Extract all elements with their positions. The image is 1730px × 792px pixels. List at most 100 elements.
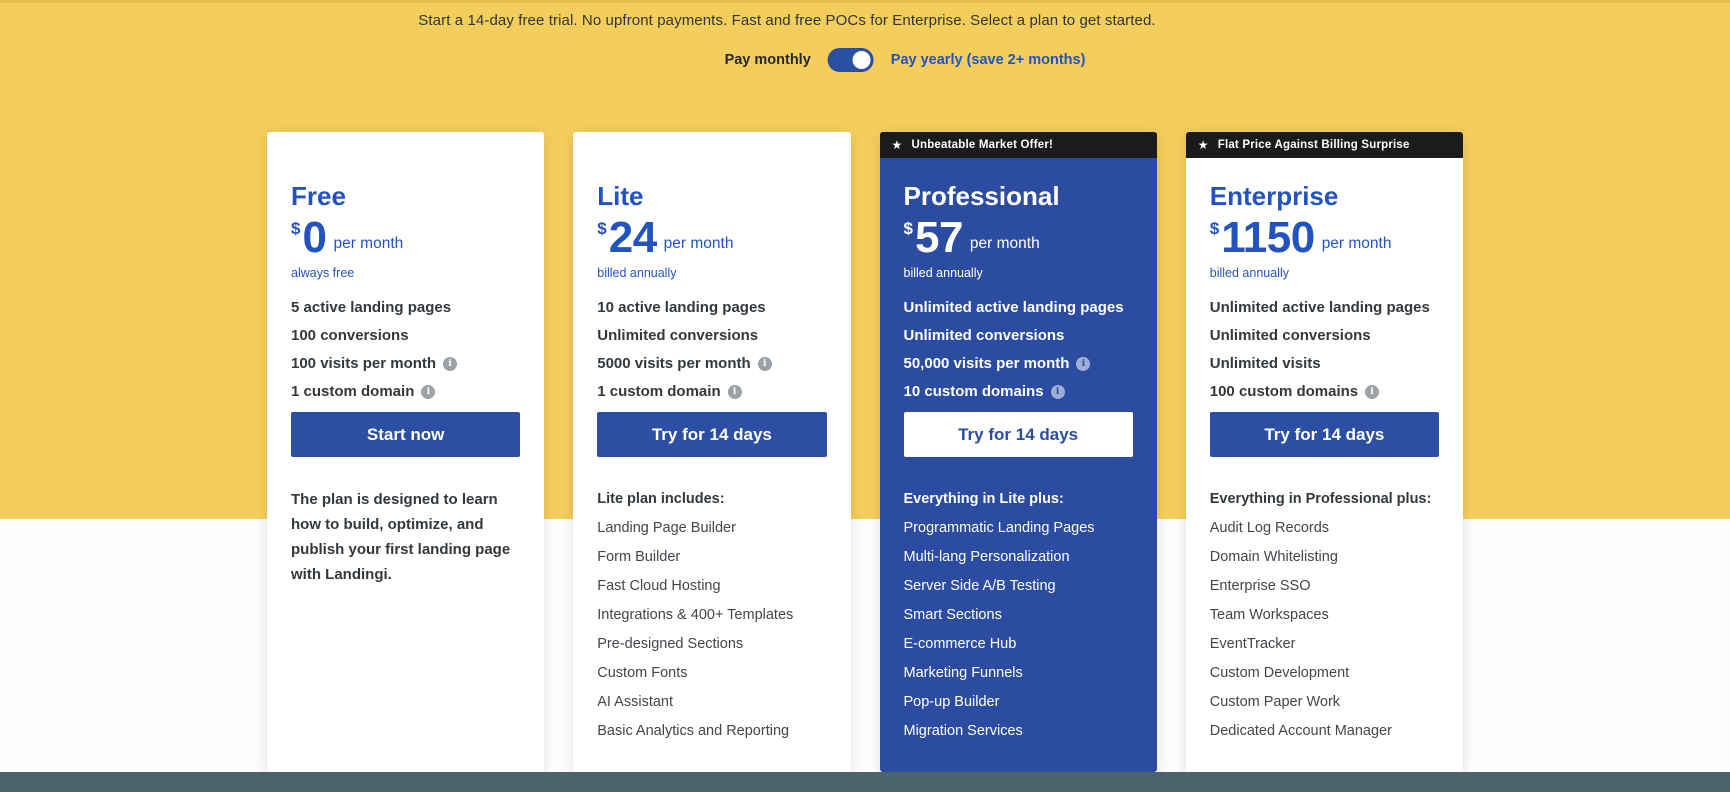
billing-note: always free [291, 266, 355, 280]
feature-item: Unlimited visits [1209, 355, 1321, 372]
billing-period-toggle-row: Pay monthly Pay yearly (save 2+ months) [724, 48, 1086, 72]
info-icon[interactable]: i [727, 385, 742, 399]
includes-item: Enterprise SSO [1209, 578, 1311, 594]
includes-heading: Lite plan includes: [597, 491, 725, 507]
plan-title: Free [291, 181, 346, 211]
feature-item: Unlimited conversions [1209, 327, 1371, 344]
feature-list: 5 active landing pages 100 conversions 1… [291, 294, 520, 406]
feature-list: Unlimited active landing pages Unlimited… [1210, 294, 1439, 406]
feature-item: Unlimited conversions [903, 327, 1065, 344]
currency-symbol: $ [1209, 219, 1220, 238]
plan-card-enterprise: ★ Flat Price Against Billing Surprise En… [1185, 132, 1463, 772]
try-14-days-button-enterprise[interactable]: Try for 14 days [1209, 412, 1439, 457]
includes-item: Marketing Funnels [903, 665, 1023, 681]
includes-heading: Everything in Professional plus: [1209, 491, 1432, 507]
includes-item: E-commerce Hub [903, 636, 1017, 652]
includes-item: Landing Page Builder [597, 520, 736, 536]
price: $ 57 per month [904, 216, 1133, 260]
badge-label: Unbeatable Market Offer! [911, 139, 1054, 151]
feature-item: 5 active landing pages [291, 299, 452, 316]
price: $ 1150 per month [1210, 216, 1439, 260]
includes-section: Lite plan includes: Landing Page Builder… [597, 485, 826, 746]
price-amount: 0 [302, 213, 327, 262]
trial-banner-text: Start a 14-day free trial. No upfront pa… [418, 12, 1156, 29]
price: $ 24 per month [597, 216, 826, 260]
price-amount: 24 [608, 213, 657, 262]
includes-item: Integrations & 400+ Templates [597, 607, 794, 623]
price-period: per month [663, 235, 734, 252]
includes-item: Smart Sections [903, 607, 1002, 623]
try-14-days-button-professional[interactable]: Try for 14 days [903, 412, 1133, 457]
includes-list: Audit Log Records Domain Whitelisting En… [1210, 514, 1439, 746]
feature-item: Unlimited active landing pages [903, 299, 1124, 316]
feature-item: 10 custom domains i [904, 378, 1133, 406]
includes-item: Fast Cloud Hosting [597, 578, 721, 594]
billing-note: billed annually [903, 266, 983, 280]
includes-item: Migration Services [903, 723, 1023, 739]
info-icon[interactable]: i [757, 357, 772, 371]
price: $ 0 per month [291, 216, 520, 260]
pay-yearly-label[interactable]: Pay yearly (save 2+ months) [890, 52, 1086, 68]
plan-card-lite: Lite $ 24 per month billed annually 10 a… [573, 132, 851, 772]
price-amount: 57 [914, 213, 963, 262]
info-icon[interactable]: i [1050, 385, 1065, 399]
includes-section: Everything in Lite plus: Programmatic La… [904, 485, 1133, 746]
price-amount: 1150 [1221, 213, 1315, 262]
includes-item: Pop-up Builder [903, 694, 1000, 710]
includes-section: Everything in Professional plus: Audit L… [1210, 485, 1439, 746]
feature-item: Unlimited active landing pages [1209, 299, 1430, 316]
plan-title: Professional [903, 181, 1060, 211]
toggle-knob-icon [852, 51, 871, 69]
feature-item: 10 active landing pages [597, 299, 766, 316]
includes-item: Custom Paper Work [1209, 694, 1341, 710]
star-icon: ★ [891, 138, 903, 152]
start-now-button[interactable]: Start now [291, 412, 521, 457]
billing-toggle[interactable] [827, 48, 874, 72]
info-icon[interactable]: i [443, 357, 458, 371]
includes-item: Custom Development [1209, 665, 1350, 681]
includes-item: Domain Whitelisting [1209, 549, 1338, 565]
includes-item: Custom Fonts [597, 665, 688, 681]
badge-label: Flat Price Against Billing Surprise [1217, 139, 1410, 151]
feature-item: 1 custom domain i [291, 378, 520, 406]
plan-description: The plan is designed to learn how to bui… [291, 491, 511, 583]
includes-item: Basic Analytics and Reporting [597, 723, 790, 739]
pricing-cards-grid: Free $ 0 per month always free 5 active … [267, 132, 1463, 772]
billing-note: billed annually [1209, 266, 1289, 280]
includes-item: Form Builder [597, 549, 681, 565]
plan-badge: ★ Unbeatable Market Offer! [879, 132, 1157, 158]
feature-item: 100 custom domains i [1210, 378, 1439, 406]
includes-item: EventTracker [1209, 636, 1296, 652]
star-icon: ★ [1197, 138, 1209, 152]
includes-item: Dedicated Account Manager [1209, 723, 1392, 739]
try-14-days-button-lite[interactable]: Try for 14 days [597, 412, 827, 457]
includes-item: AI Assistant [597, 694, 674, 710]
includes-item: Pre-designed Sections [597, 636, 744, 652]
feature-list: Unlimited active landing pages Unlimited… [904, 294, 1133, 406]
currency-symbol: $ [903, 219, 913, 238]
includes-item: Team Workspaces [1209, 607, 1329, 623]
info-icon[interactable]: i [1076, 357, 1091, 371]
bottom-bar [0, 772, 1730, 792]
feature-item: 100 visits per month i [291, 350, 520, 378]
includes-list: Landing Page Builder Form Builder Fast C… [597, 514, 826, 746]
price-period: per month [1321, 235, 1392, 252]
feature-item: 1 custom domain i [597, 378, 826, 406]
pay-monthly-label[interactable]: Pay monthly [724, 52, 811, 68]
feature-item: Unlimited conversions [597, 327, 759, 344]
plan-title: Enterprise [1209, 181, 1339, 211]
price-period: per month [969, 235, 1040, 252]
includes-list: Programmatic Landing Pages Multi-lang Pe… [904, 514, 1133, 746]
includes-item: Server Side A/B Testing [903, 578, 1056, 594]
info-icon[interactable]: i [1365, 385, 1380, 399]
plan-title: Lite [597, 181, 644, 211]
includes-item: Multi-lang Personalization [903, 549, 1070, 565]
plan-badge: ★ Flat Price Against Billing Surprise [1185, 132, 1463, 158]
info-icon[interactable]: i [421, 385, 436, 399]
currency-symbol: $ [291, 219, 301, 238]
feature-item: 100 conversions [291, 327, 409, 344]
billing-note: billed annually [597, 266, 677, 280]
feature-list: 10 active landing pages Unlimited conver… [597, 294, 826, 406]
currency-symbol: $ [597, 219, 607, 238]
plan-card-free: Free $ 0 per month always free 5 active … [267, 132, 545, 772]
